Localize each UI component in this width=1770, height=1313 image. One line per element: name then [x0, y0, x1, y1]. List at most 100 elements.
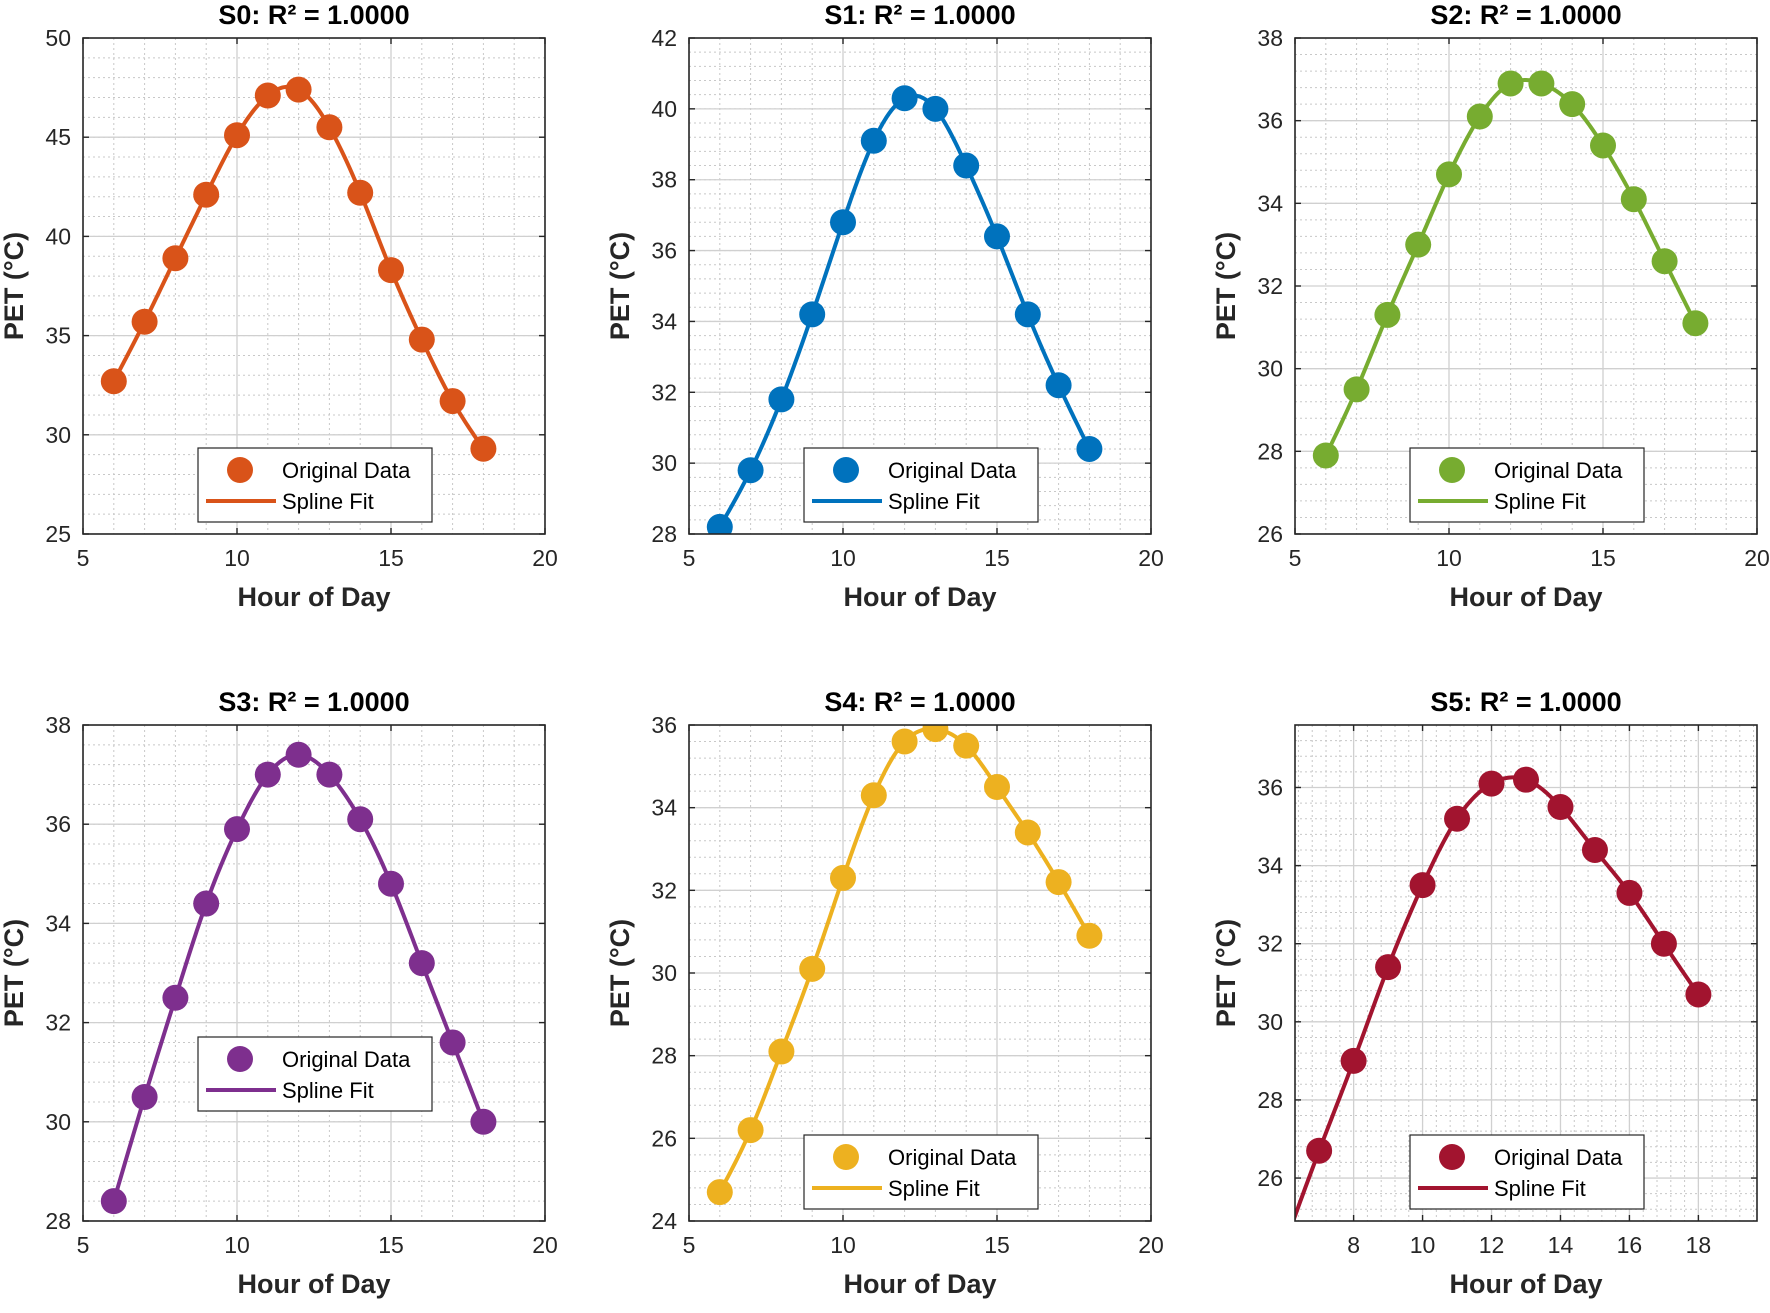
y-tick-label: 42 — [651, 25, 677, 51]
y-tick-label: 36 — [45, 811, 71, 837]
legend-label-spline-fit: Spline Fit — [1494, 489, 1586, 514]
y-tick-label: 32 — [1257, 273, 1283, 299]
data-point — [1076, 435, 1103, 462]
legend: Original Data Spline Fit — [803, 1134, 1039, 1210]
data-point — [953, 732, 980, 759]
chart-title: S5: R² = 1.0000 — [1430, 687, 1621, 717]
data-point — [768, 386, 795, 413]
data-point — [737, 1117, 764, 1144]
data-point — [891, 85, 918, 112]
y-tick-label: 28 — [1257, 438, 1283, 464]
data-point — [706, 513, 733, 534]
data-point — [1478, 770, 1505, 797]
legend: Original Data Spline Fit — [1409, 447, 1645, 523]
data-point — [1374, 301, 1401, 328]
legend-label-spline-fit: Spline Fit — [888, 489, 980, 514]
x-tick-label: 5 — [77, 1232, 90, 1258]
data-point — [1559, 91, 1586, 118]
subplot-s3: 5 10 15 20 28 30 32 34 36 38 S3: R² = 1.0000 Hour o… — [0, 687, 558, 1299]
data-point — [408, 326, 435, 353]
x-tick-label: 16 — [1617, 1232, 1643, 1258]
original-data-points — [1312, 70, 1709, 469]
legend-label-original-data: Original Data — [888, 458, 1017, 483]
data-point — [1466, 103, 1493, 130]
y-tick-label: 40 — [651, 96, 677, 122]
y-axis-label: PET (°C) — [0, 232, 29, 340]
data-point — [1547, 794, 1574, 821]
data-point — [254, 82, 281, 109]
data-point — [131, 1084, 158, 1110]
legend-label-spline-fit: Spline Fit — [282, 489, 374, 514]
y-tick-label: 30 — [45, 422, 71, 448]
x-tick-label: 10 — [830, 545, 856, 571]
data-point — [1014, 819, 1041, 846]
original-data-points — [706, 725, 1103, 1206]
x-tick-label: 15 — [984, 545, 1010, 571]
legend: Original Data Spline Fit — [1409, 1134, 1645, 1210]
data-point — [1620, 186, 1647, 213]
axes-box — [688, 37, 1152, 535]
x-axis-label: Hour of Day — [1449, 582, 1602, 612]
y-tick-label: 36 — [1257, 108, 1283, 134]
y-tick-label: 34 — [1257, 190, 1283, 216]
y-tick-label: 30 — [651, 450, 677, 476]
x-tick-label: 20 — [1138, 1232, 1164, 1258]
y-axis-label: PET (°C) — [0, 919, 29, 1027]
data-point — [408, 950, 435, 977]
x-tick-label: 14 — [1548, 1232, 1574, 1258]
y-tick-label: 34 — [651, 795, 677, 821]
data-point — [1409, 872, 1436, 899]
data-point — [162, 984, 189, 1011]
data-point — [860, 127, 887, 154]
legend-label-spline-fit: Spline Fit — [1494, 1176, 1586, 1201]
y-tick-label: 36 — [651, 238, 677, 264]
x-tick-label: 5 — [683, 1232, 696, 1258]
legend-marker-original-data — [227, 1046, 253, 1072]
legend-label-spline-fit: Spline Fit — [282, 1078, 374, 1103]
data-point — [1685, 981, 1712, 1008]
legend-marker-original-data — [1439, 1144, 1465, 1170]
original-data-points — [1306, 766, 1712, 1164]
data-point — [470, 1108, 497, 1135]
y-axis-label: PET (°C) — [605, 232, 635, 340]
y-tick-label: 35 — [45, 323, 71, 349]
data-point — [131, 308, 158, 335]
legend-marker-original-data — [833, 1144, 859, 1170]
data-point — [285, 741, 312, 768]
chart-title: S3: R² = 1.0000 — [218, 687, 409, 717]
y-tick-label: 34 — [651, 308, 677, 334]
subplot-s5: 8 10 12 14 16 18 26 28 30 32 34 36 S5: R² = 1.0000 Ho… — [1211, 687, 1758, 1299]
data-point — [162, 245, 189, 272]
x-tick-label: 12 — [1479, 1232, 1505, 1258]
x-tick-label: 10 — [1436, 545, 1462, 571]
original-data-points — [100, 741, 497, 1215]
data-point — [1076, 922, 1103, 949]
data-point — [1343, 376, 1370, 403]
legend-label-spline-fit: Spline Fit — [888, 1176, 980, 1201]
data-point — [1312, 442, 1339, 469]
data-point — [316, 114, 343, 141]
y-tick-label: 30 — [45, 1109, 71, 1135]
subplot-s2: 5 10 15 20 26 28 30 32 34 36 38 S2: R² = 1.0000 Hour… — [1211, 0, 1770, 612]
x-tick-label: 20 — [532, 1232, 558, 1258]
x-tick-label: 5 — [683, 545, 696, 571]
y-tick-label: 30 — [651, 960, 677, 986]
y-tick-label: 50 — [45, 25, 71, 51]
x-axis-label: Hour of Day — [843, 582, 996, 612]
data-point — [1340, 1047, 1367, 1074]
x-axis-label: Hour of Day — [843, 1269, 996, 1299]
data-point — [1513, 766, 1539, 793]
subplot-s1: 5 10 15 20 28 30 32 34 36 38 40 42 S1: R² = 1.0000 Ho… — [605, 0, 1164, 612]
legend-marker-original-data — [227, 457, 253, 483]
y-tick-label: 28 — [651, 1043, 677, 1069]
data-point — [768, 1038, 795, 1065]
y-tick-label: 38 — [651, 167, 677, 193]
data-point — [1014, 301, 1041, 328]
data-point — [830, 209, 856, 236]
data-point — [378, 257, 404, 284]
subplot-s0: 5 10 15 20 25 30 35 40 45 50 S0: R² = 1.0000 Hour o… — [0, 0, 558, 612]
y-tick-label: 45 — [45, 124, 71, 150]
legend-label-original-data: Original Data — [888, 1145, 1017, 1170]
data-point — [285, 76, 312, 103]
grid — [689, 38, 1151, 534]
